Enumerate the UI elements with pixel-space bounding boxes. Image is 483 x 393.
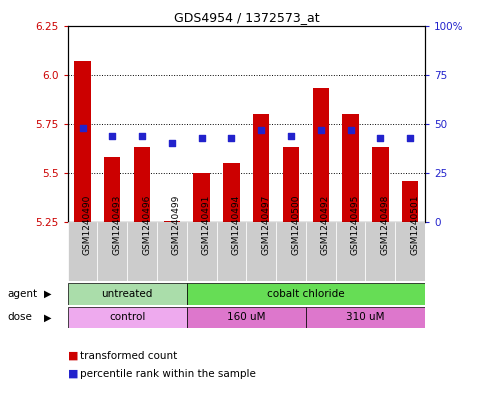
Point [377, 134, 384, 141]
Bar [402, 181, 418, 222]
Bar [276, 222, 306, 281]
Bar [223, 163, 240, 222]
Point [198, 134, 206, 141]
Text: GSM1240496: GSM1240496 [142, 195, 151, 255]
Bar [164, 221, 180, 222]
Bar [395, 222, 425, 281]
Point [227, 134, 235, 141]
Text: GSM1240499: GSM1240499 [172, 195, 181, 255]
Bar [306, 222, 336, 281]
Bar [187, 222, 216, 281]
Text: untreated: untreated [101, 289, 153, 299]
Title: GDS4954 / 1372573_at: GDS4954 / 1372573_at [173, 11, 319, 24]
Bar [366, 222, 395, 281]
Bar [127, 222, 157, 281]
Text: agent: agent [7, 289, 37, 299]
Bar [246, 222, 276, 281]
Text: 160 uM: 160 uM [227, 312, 266, 322]
Text: ▶: ▶ [43, 289, 51, 299]
Point [109, 132, 116, 139]
Bar [253, 114, 270, 222]
Bar [104, 157, 120, 222]
Bar [306, 307, 425, 328]
Bar [194, 173, 210, 222]
Bar [216, 222, 246, 281]
Text: ■: ■ [68, 351, 78, 361]
Text: GSM1240491: GSM1240491 [202, 195, 211, 255]
Bar [372, 147, 388, 222]
Text: GSM1240494: GSM1240494 [231, 195, 241, 255]
Bar [68, 222, 98, 281]
Point [138, 132, 146, 139]
Bar [187, 307, 306, 328]
Text: GSM1240492: GSM1240492 [321, 195, 330, 255]
Text: GSM1240490: GSM1240490 [83, 195, 91, 255]
Text: GSM1240501: GSM1240501 [410, 195, 419, 255]
Text: transformed count: transformed count [80, 351, 177, 361]
Text: 310 uM: 310 uM [346, 312, 385, 322]
Bar [68, 283, 187, 305]
Point [79, 125, 86, 131]
Bar [74, 61, 91, 222]
Bar [336, 222, 366, 281]
Bar [134, 147, 150, 222]
Bar [68, 307, 187, 328]
Point [347, 127, 355, 133]
Text: cobalt chloride: cobalt chloride [267, 289, 345, 299]
Point [317, 127, 325, 133]
Point [287, 132, 295, 139]
Bar [187, 283, 425, 305]
Text: dose: dose [7, 312, 32, 322]
Point [257, 127, 265, 133]
Bar [283, 147, 299, 222]
Bar [98, 222, 127, 281]
Text: GSM1240498: GSM1240498 [381, 195, 389, 255]
Text: GSM1240493: GSM1240493 [112, 195, 121, 255]
Text: control: control [109, 312, 145, 322]
Text: percentile rank within the sample: percentile rank within the sample [80, 369, 256, 379]
Point [406, 134, 414, 141]
Text: GSM1240500: GSM1240500 [291, 195, 300, 255]
Text: ■: ■ [68, 369, 78, 379]
Bar [342, 114, 359, 222]
Point [168, 140, 176, 147]
Text: GSM1240495: GSM1240495 [351, 195, 359, 255]
Bar [313, 88, 329, 222]
Text: GSM1240497: GSM1240497 [261, 195, 270, 255]
Bar [157, 222, 187, 281]
Text: ▶: ▶ [43, 312, 51, 322]
